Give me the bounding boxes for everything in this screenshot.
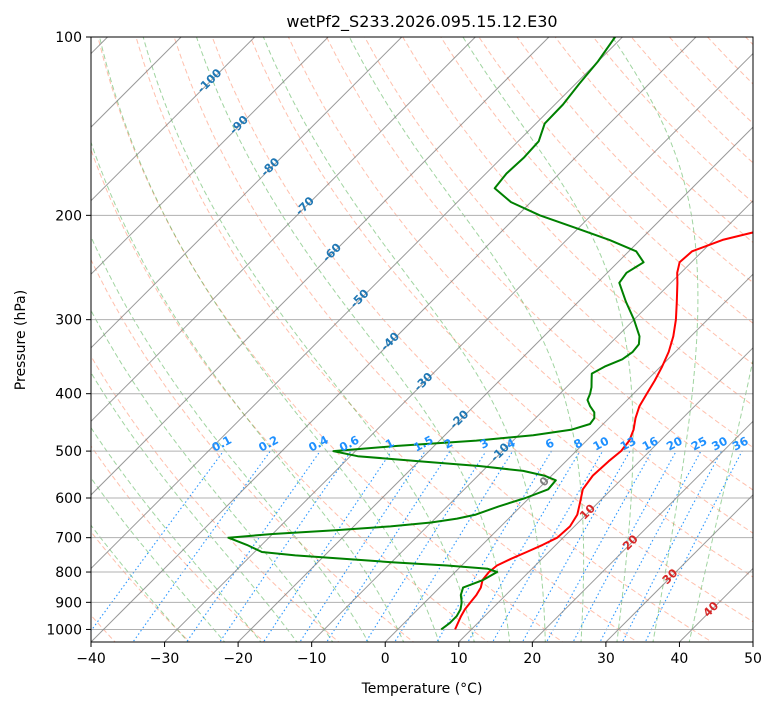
- plot-frame: [90, 36, 754, 643]
- axes: −40 −30 −20 −10 0 10 20 30 40 50 1000 900 800 700 600 5…: [46, 30, 762, 667]
- isotherm: [311, 199, 753, 642]
- isotherm: [91, 37, 476, 423]
- isotherm: [384, 273, 753, 642]
- y-tick-label: 900: [55, 595, 82, 611]
- mixing-ratio-line: [299, 450, 426, 642]
- dry-adiabat: [440, 37, 753, 365]
- mixing-ratio-line: [185, 450, 321, 642]
- moist-adiabat: [91, 524, 189, 642]
- mixing-ratio-line: [262, 450, 392, 642]
- dewpoint-line: [227, 37, 645, 631]
- y-tick-label: 200: [55, 208, 82, 224]
- x-tick-label: −30: [150, 651, 180, 667]
- dry-adiabat: [326, 37, 753, 491]
- y-tick-label: 400: [55, 387, 82, 403]
- mixing-ratio-line: [132, 450, 271, 642]
- background-lines: [91, 37, 753, 642]
- moist-adiabat: [196, 37, 511, 642]
- moist-adiabat: [91, 426, 262, 642]
- moist-adiabat: [99, 37, 440, 642]
- mixing-ratio-line: [467, 450, 581, 642]
- mixing-ratio-line: [621, 450, 722, 642]
- y-tick-label: 100: [55, 30, 82, 46]
- dry-adiabat: [97, 37, 564, 642]
- x-tick-label: 10: [450, 651, 468, 667]
- temperature-line: [454, 231, 753, 630]
- dry-adiabat: [91, 355, 340, 642]
- isotherm: [458, 347, 753, 642]
- moist-adiabat: [688, 357, 753, 642]
- x-tick-label: 30: [597, 651, 615, 667]
- isotherm: [164, 52, 753, 642]
- x-tick-label: 50: [744, 651, 762, 667]
- dry-adiabat: [287, 37, 753, 534]
- moist-adiabat: [91, 235, 369, 642]
- isotherm: [91, 37, 697, 642]
- mixing-ratio-line: [91, 450, 224, 632]
- y-tick-label: 700: [55, 531, 82, 547]
- isotherm: [531, 420, 753, 642]
- mixing-ratio-label: 25: [689, 434, 710, 454]
- mixing-ratio-label: 36: [730, 434, 751, 454]
- moist-adiabat: [262, 37, 546, 642]
- x-axis-title: Temperature (°C): [361, 681, 483, 697]
- chart-title: wetPf2_S233.2026.095.15.12.E30: [286, 12, 557, 32]
- mixing-ratio-label: 13: [618, 434, 639, 454]
- profile-lines: [227, 37, 753, 631]
- mixing-ratio-label: 30: [709, 434, 730, 454]
- y-tick-label: 500: [55, 444, 82, 460]
- mixing-ratio-line: [219, 450, 352, 642]
- mixing-ratio-line: [572, 450, 677, 642]
- isotherm: [237, 126, 753, 642]
- moist-adiabat: [91, 477, 226, 642]
- y-axis-title: Pressure (hPa): [13, 290, 29, 390]
- x-tick-label: 20: [523, 651, 541, 667]
- isotherm: [605, 494, 753, 642]
- y-tick-label: 800: [55, 565, 82, 581]
- mixing-ratio-label: 20: [664, 434, 685, 454]
- x-tick-label: −10: [297, 651, 327, 667]
- moist-adiabat: [91, 140, 405, 642]
- x-tick-label: 0: [381, 651, 390, 667]
- dry-adiabat: [364, 37, 753, 449]
- mixing-ratio-line: [599, 450, 702, 642]
- y-tick-label: 600: [55, 491, 82, 507]
- isotherm: [91, 37, 623, 570]
- moist-adiabat: [462, 37, 634, 642]
- dry-adiabat: [478, 37, 753, 324]
- y-tick-label: 1000: [46, 622, 82, 638]
- moist-adiabat: [91, 371, 298, 642]
- x-tick-label: −40: [76, 651, 106, 667]
- x-tick-label: 40: [671, 651, 689, 667]
- moist-adiabat: [348, 37, 585, 642]
- mixing-ratio-line: [326, 450, 451, 642]
- moist-adiabat: [611, 37, 699, 642]
- isotherm: [91, 37, 329, 275]
- isotherm: [91, 37, 550, 496]
- x-tick-label: −20: [223, 651, 253, 667]
- y-tick-label: 300: [55, 313, 82, 329]
- mixing-ratio-label: 10: [590, 434, 611, 454]
- isotherm: [91, 37, 256, 202]
- isotherm: [91, 37, 403, 349]
- dry-adiabat: [91, 445, 265, 642]
- mixing-ratio-label: 16: [640, 434, 661, 454]
